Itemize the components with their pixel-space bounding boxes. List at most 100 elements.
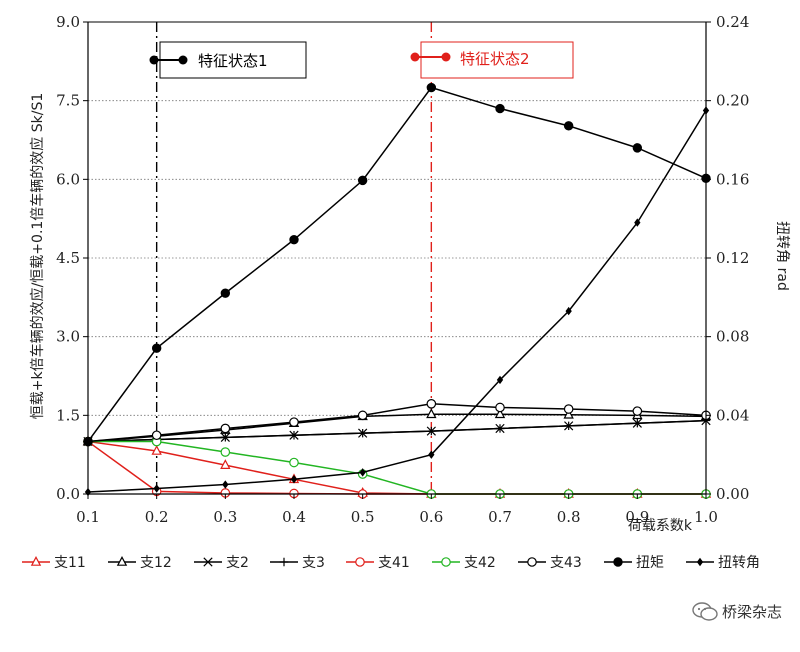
legend-swatch-marker <box>613 557 623 567</box>
x-tick-label: 1.0 <box>694 508 718 526</box>
data-point <box>221 433 230 442</box>
legend-label: 扭转角 <box>718 555 760 571</box>
data-point <box>220 459 231 469</box>
data-point <box>494 408 506 419</box>
y-left-title: 恒载+k倍车辆的效应/恒载+0.1倍车辆的效应 Sk/S1 <box>29 93 46 420</box>
x-axis-title: 荷载系数k <box>628 518 693 534</box>
data-point <box>495 103 505 114</box>
legend-swatch-marker <box>441 557 451 567</box>
data-point <box>358 428 367 438</box>
series-3 <box>83 415 711 447</box>
y-left-tick-label: 4.5 <box>56 249 80 267</box>
legend-label: 支3 <box>302 555 325 571</box>
legend-item-9: 扭转角 <box>686 555 760 571</box>
series-8 <box>83 82 711 447</box>
x-tick-label: 0.8 <box>557 508 581 526</box>
legend-item-2: 支12 <box>108 555 172 571</box>
state2-label: 特征状态2 <box>460 50 530 68</box>
data-point <box>496 375 504 385</box>
y-right-title: 扭转角 rad <box>774 221 790 291</box>
y-left-tick-label: 7.5 <box>56 92 80 110</box>
y-left-tick-label: 0.0 <box>56 485 80 503</box>
legend-swatch-marker <box>116 556 128 566</box>
y-right-tick-label: 0.12 <box>716 249 749 267</box>
plot-frame <box>83 21 711 499</box>
series-line <box>87 440 706 495</box>
x-tick-label: 0.4 <box>282 508 306 526</box>
data-point <box>357 410 368 421</box>
data-point <box>290 475 298 484</box>
y-right-tick-label: 0.04 <box>716 406 749 424</box>
data-point <box>426 82 437 93</box>
data-point <box>427 426 436 436</box>
data-point <box>289 234 299 245</box>
legend-item-6: 支42 <box>432 555 496 571</box>
y-right-tick-label: 0.20 <box>716 92 749 110</box>
series-line <box>88 440 706 495</box>
data-point <box>632 143 643 153</box>
series-line <box>87 440 706 495</box>
data-point <box>564 421 573 431</box>
y-left-tick-label: 6.0 <box>56 170 80 188</box>
legend-item-1: 支11 <box>22 555 86 571</box>
data-point <box>565 306 572 316</box>
x-tick-label: 0.5 <box>351 508 375 526</box>
series-4 <box>83 416 711 446</box>
x-tick-label: 0.3 <box>213 508 237 526</box>
legend-item-4: 支3 <box>270 555 325 571</box>
tick-labels: 0.0 1.5 3.0 4.5 6.0 7.5 9.0 0.00 0.04 0.08 0.12 0.1… <box>56 13 749 526</box>
series-5 <box>83 436 711 499</box>
legend-swatch-marker <box>355 557 365 567</box>
legend-item-3: 支2 <box>194 555 249 571</box>
legend-swatch-marker <box>30 556 42 566</box>
x-tick-label: 0.6 <box>419 508 443 526</box>
data-point <box>220 447 231 457</box>
y-right-tick-label: 0.00 <box>716 485 749 503</box>
series-6 <box>83 436 711 499</box>
data-point <box>151 430 162 441</box>
data-point <box>495 402 505 413</box>
series-line <box>87 413 707 443</box>
legend-label: 支12 <box>140 555 172 571</box>
legend-label: 支42 <box>464 555 496 571</box>
y-right-tick-label: 0.24 <box>716 13 749 31</box>
y-right-tick-label: 0.16 <box>716 170 749 188</box>
series-line <box>87 110 707 493</box>
data-point <box>289 457 299 468</box>
state1-marker-dot-1 <box>149 55 159 65</box>
state2-marker-dot-2 <box>441 52 451 62</box>
data-point <box>563 404 574 414</box>
state1-annotation: 特征状态1 <box>149 41 307 79</box>
series-layer <box>82 82 712 499</box>
data-point <box>426 408 437 419</box>
data-point <box>220 288 231 298</box>
data-point <box>151 343 162 353</box>
legend-label: 支11 <box>54 555 86 571</box>
data-point <box>428 450 435 459</box>
legend-swatch-marker <box>203 557 213 567</box>
data-point <box>220 423 231 434</box>
watermark: 桥梁杂志 <box>692 601 782 622</box>
legend-label: 支43 <box>550 555 582 571</box>
data-point <box>634 218 641 227</box>
legend-item-7: 支43 <box>518 555 582 571</box>
data-point <box>359 468 366 477</box>
legend-swatch-marker <box>279 557 289 567</box>
data-point <box>426 398 437 409</box>
wechat-icon <box>692 601 718 621</box>
legend-label: 支2 <box>226 555 249 571</box>
data-point <box>632 406 643 416</box>
y-left-tick-label: 9.0 <box>56 13 80 31</box>
data-point <box>563 121 574 131</box>
legend-label: 支41 <box>378 555 410 571</box>
gridlines <box>88 100 706 416</box>
data-point <box>153 484 160 493</box>
state2-annotation: 特征状态2 <box>410 41 574 79</box>
state2-marker-dot-1 <box>410 52 420 62</box>
series-1 <box>82 435 712 498</box>
data-point <box>357 175 368 186</box>
data-point <box>151 445 162 455</box>
x-tick-label: 0.2 <box>145 508 169 526</box>
x-tick-label: 0.9 <box>625 508 649 526</box>
